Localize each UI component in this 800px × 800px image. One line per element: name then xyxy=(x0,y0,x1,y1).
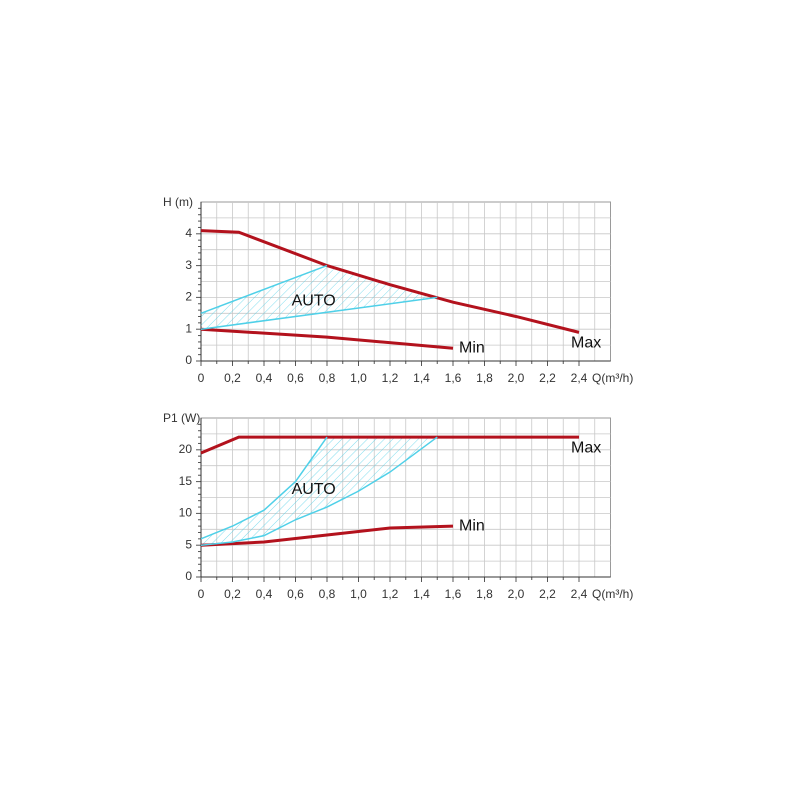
y-tick-label: 0 xyxy=(185,569,192,583)
y-tick-label: 20 xyxy=(179,442,193,456)
x-tick-label: 0,8 xyxy=(319,371,336,385)
series-label: Min xyxy=(459,339,485,356)
annotation: AUTO xyxy=(292,293,336,310)
x-tick-label: 1,6 xyxy=(445,371,462,385)
x-tick-label: 0,4 xyxy=(256,587,273,601)
line xyxy=(200,524,454,547)
x-tick-label: 2,2 xyxy=(539,371,556,385)
x-tick-label: 1,4 xyxy=(413,371,430,385)
x-tick-label: 0,6 xyxy=(287,371,304,385)
x-tick-label: 1,8 xyxy=(476,371,493,385)
annotation: AUTO xyxy=(292,481,336,498)
y-tick-label: 15 xyxy=(179,474,193,488)
y-tick-label: 4 xyxy=(185,226,192,240)
y-tick-label: 2 xyxy=(185,290,192,304)
x-tick-label: 0,6 xyxy=(287,587,304,601)
x-tick-label: 1,0 xyxy=(350,587,367,601)
x-tick-label: 2,2 xyxy=(539,587,556,601)
x-tick-label: 0,2 xyxy=(224,587,241,601)
x-tick-label: 0 xyxy=(198,371,205,385)
auto-region xyxy=(201,437,438,546)
line xyxy=(200,436,438,546)
line xyxy=(200,327,454,350)
y-axis-label: P1 (W) xyxy=(163,411,200,425)
x-tick-label: 2,4 xyxy=(571,371,588,385)
x-tick-label: 0,8 xyxy=(319,587,336,601)
line xyxy=(200,435,579,455)
x-axis-label: Q(m³/h) xyxy=(592,587,633,601)
line xyxy=(200,229,580,334)
x-tick-label: 0,4 xyxy=(256,371,273,385)
x-tick-label: 1,2 xyxy=(382,587,399,601)
y-tick-label: 3 xyxy=(185,258,192,272)
series-label: Max xyxy=(571,335,601,352)
line xyxy=(200,264,328,315)
x-tick-label: 1,8 xyxy=(476,587,493,601)
x-tick-label: 2,0 xyxy=(508,587,525,601)
y-axis-label: H (m) xyxy=(163,195,193,209)
x-tick-label: 1,6 xyxy=(445,587,462,601)
series-label: Min xyxy=(459,517,485,534)
y-tick-label: 0 xyxy=(185,353,192,367)
x-tick-label: 2,4 xyxy=(571,587,588,601)
line xyxy=(200,296,438,330)
x-tick-label: 2,0 xyxy=(508,371,525,385)
series-label: Max xyxy=(571,439,601,456)
x-tick-label: 1,0 xyxy=(350,371,367,385)
x-tick-label: 1,2 xyxy=(382,371,399,385)
x-axis-label: Q(m³/h) xyxy=(592,371,633,385)
y-tick-label: 10 xyxy=(179,506,193,520)
y-tick-label: 1 xyxy=(185,321,192,335)
x-tick-label: 0 xyxy=(198,587,205,601)
line xyxy=(200,436,328,540)
x-tick-label: 0,2 xyxy=(224,371,241,385)
y-tick-label: 5 xyxy=(185,537,192,551)
x-tick-label: 1,4 xyxy=(413,587,430,601)
